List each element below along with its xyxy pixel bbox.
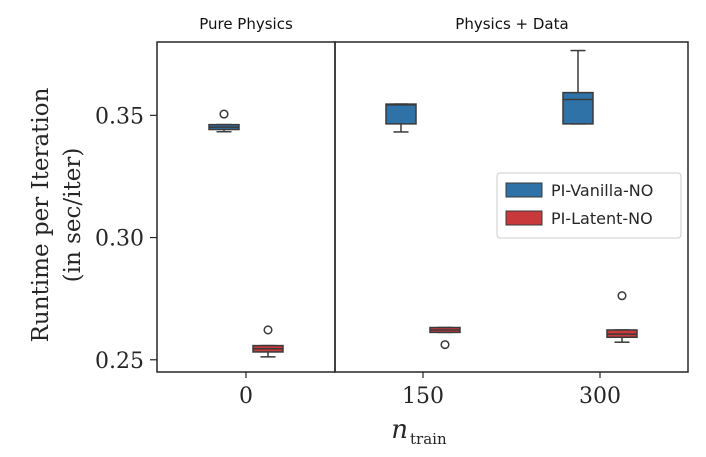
box-pi-vanilla-no-150 bbox=[385, 103, 417, 133]
outlier-point bbox=[263, 325, 273, 335]
legend-swatch-pi-latent-no bbox=[505, 210, 543, 226]
box-pi-vanilla-no-0 bbox=[208, 109, 240, 133]
y-ticks: 0.25 0.30 0.35 bbox=[95, 104, 157, 374]
outlier-point bbox=[219, 109, 229, 119]
legend-label-pi-vanilla-no: PI-Vanilla-NO bbox=[551, 181, 653, 200]
x-axis-label-subscript: train bbox=[410, 430, 447, 448]
box-pi-vanilla-no-300 bbox=[562, 49, 594, 125]
x-axis-label: n bbox=[391, 415, 408, 445]
x-tick-label: 300 bbox=[579, 384, 621, 409]
panel-title-physics-data: Physics + Data bbox=[455, 15, 568, 33]
box-pi-latent-no-0 bbox=[252, 325, 284, 358]
legend-label-pi-latent-no: PI-Latent-NO bbox=[551, 209, 653, 228]
y-axis-label-units: (in sec/iter) bbox=[60, 148, 86, 283]
outlier-point bbox=[617, 291, 627, 301]
y-axis-label: Runtime per Iteration bbox=[28, 87, 54, 342]
box-body bbox=[385, 103, 417, 125]
x-tick-label: 0 bbox=[239, 384, 253, 409]
legend-swatch-pi-vanilla-no bbox=[505, 182, 543, 198]
box-series bbox=[208, 49, 638, 358]
box-pi-latent-no-300 bbox=[606, 291, 638, 343]
box-body bbox=[562, 91, 594, 125]
legend-frame bbox=[496, 172, 682, 239]
y-tick-label: 0.25 bbox=[95, 349, 144, 374]
legend: PI-Vanilla-NO PI-Latent-NO bbox=[496, 172, 682, 239]
x-tick-label: 150 bbox=[402, 384, 444, 409]
outlier-point bbox=[440, 340, 450, 350]
box-pi-latent-no-150 bbox=[429, 326, 461, 350]
panel-frame-pure-physics bbox=[156, 41, 336, 373]
panel-title-pure-physics: Pure Physics bbox=[199, 15, 293, 33]
x-ticks: 0 150 300 bbox=[239, 372, 621, 409]
y-tick-label: 0.35 bbox=[95, 104, 144, 129]
panel-frame-physics-data bbox=[334, 41, 689, 373]
y-tick-label: 0.30 bbox=[95, 227, 144, 252]
